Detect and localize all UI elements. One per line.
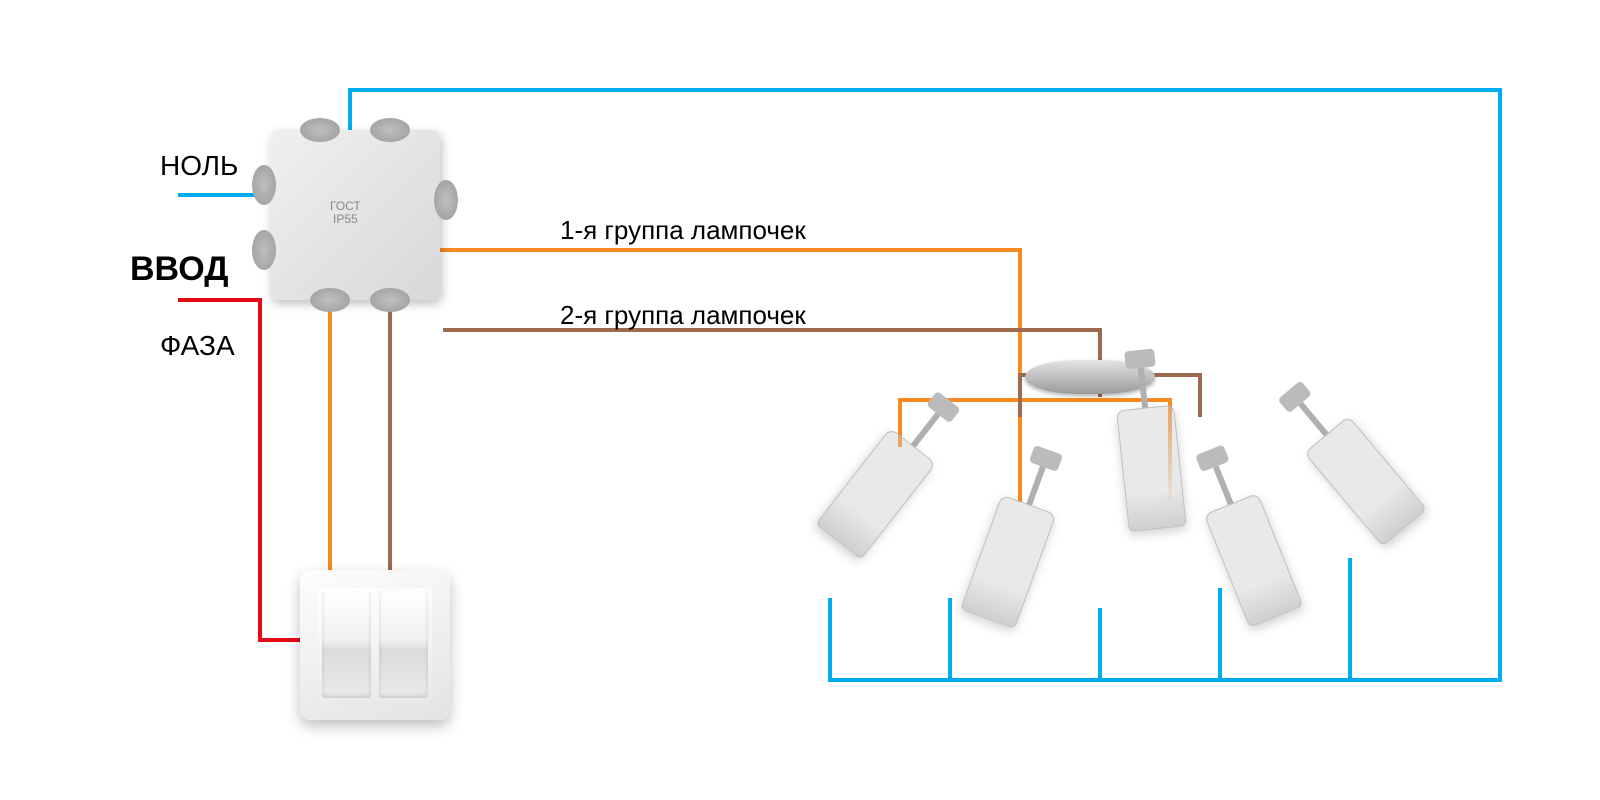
jbox-stamp-line2: IP55 bbox=[333, 212, 358, 226]
jbox-knockout bbox=[300, 118, 340, 142]
switch-rocker-left bbox=[322, 592, 371, 698]
jbox-knockout bbox=[252, 230, 276, 270]
jbox-knockout bbox=[370, 288, 410, 312]
jbox-stamp-line1: ГОСТ bbox=[330, 199, 361, 213]
jbox-knockout bbox=[310, 288, 350, 312]
double-switch bbox=[300, 570, 450, 720]
wiring-canvas bbox=[0, 0, 1600, 800]
label-input: ВВОД bbox=[130, 250, 228, 289]
switch-rocker-right bbox=[379, 592, 428, 698]
jbox-knockout bbox=[252, 165, 276, 205]
label-neutral: НОЛЬ bbox=[160, 150, 238, 182]
jbox-knockout bbox=[434, 180, 458, 220]
label-group2: 2-я группа лампочек bbox=[560, 300, 806, 331]
jbox-knockout bbox=[370, 118, 410, 142]
jbox-stamp: ГОСТ IP55 bbox=[330, 200, 361, 226]
junction-box: ГОСТ IP55 bbox=[270, 130, 440, 300]
switch-plate bbox=[318, 588, 432, 702]
label-group1: 1-я группа лампочек bbox=[560, 215, 806, 246]
label-phase: ФАЗА bbox=[160, 330, 235, 362]
